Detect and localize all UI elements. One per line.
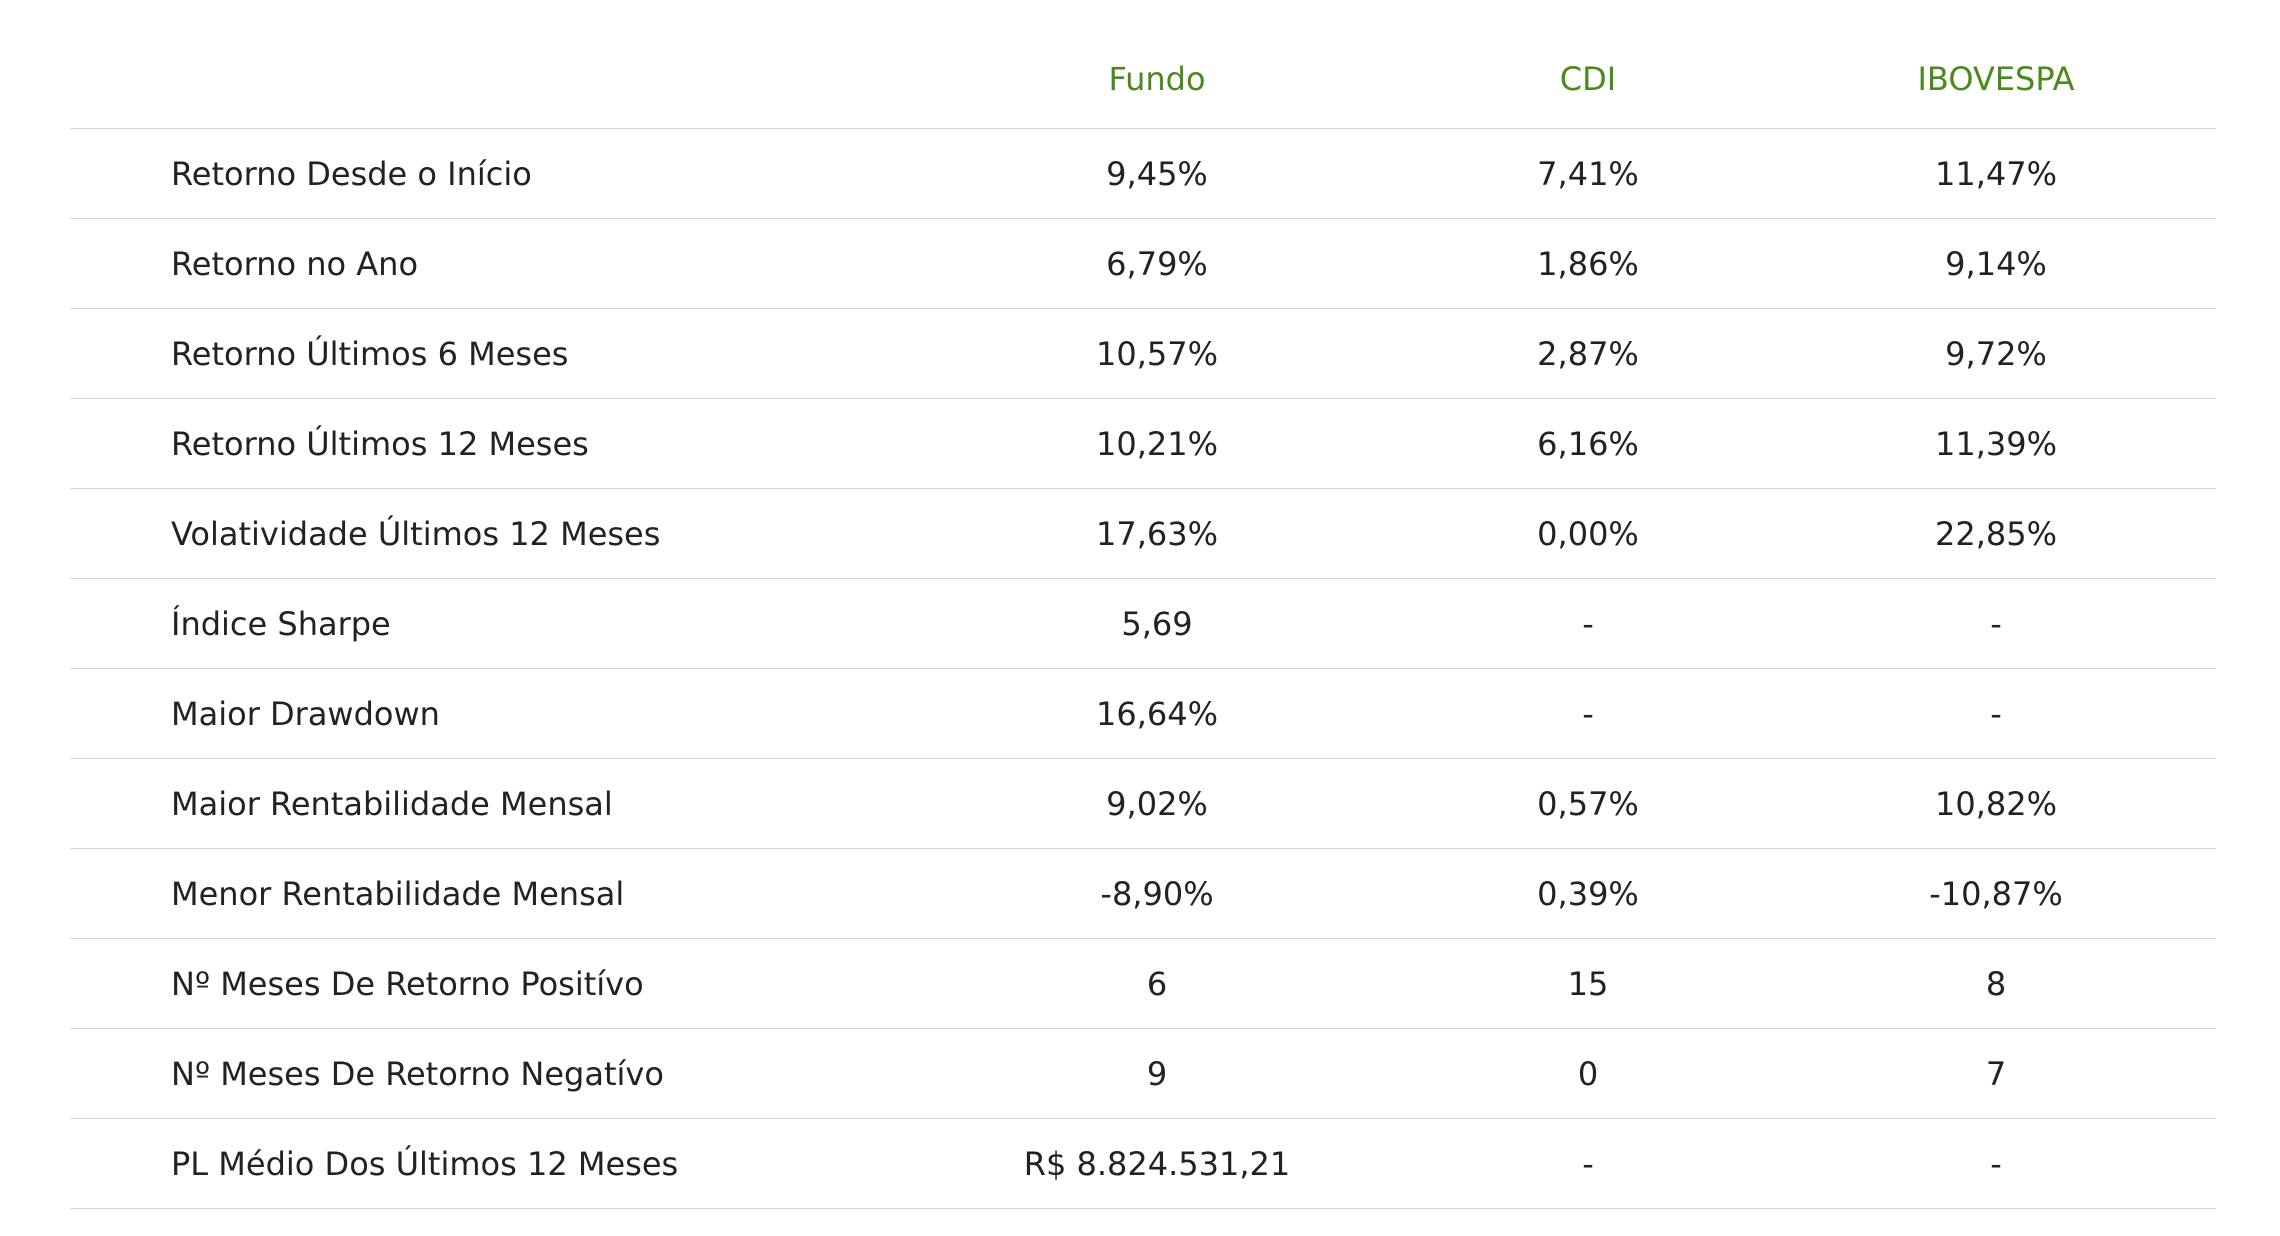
- cell-cdi: 2,87%: [1400, 308, 1776, 399]
- header-cdi: CDI: [1400, 30, 1776, 129]
- cell-cdi: -: [1400, 578, 1776, 669]
- row-label: Maior Drawdown: [70, 668, 914, 759]
- cell-cdi: 7,41%: [1400, 128, 1776, 219]
- table-row: Nº Meses De Retorno Negatívo 9 0 7: [70, 1028, 2216, 1119]
- table-row: PL Médio Dos Últimos 12 Meses R$ 8.824.5…: [70, 1118, 2216, 1209]
- cell-fundo: 9: [914, 1028, 1400, 1119]
- cell-fundo: 10,21%: [914, 398, 1400, 489]
- header-ibovespa: IBOVESPA: [1776, 30, 2216, 129]
- table-row: Retorno no Ano 6,79% 1,86% 9,14%: [70, 218, 2216, 309]
- cell-fundo: 9,02%: [914, 758, 1400, 849]
- cell-ibovespa: 11,39%: [1776, 398, 2216, 489]
- row-label: Nº Meses De Retorno Positívo: [70, 938, 914, 1029]
- cell-cdi: 0: [1400, 1028, 1776, 1119]
- cell-ibovespa: 11,47%: [1776, 128, 2216, 219]
- table-row: Nº Meses De Retorno Positívo 6 15 8: [70, 938, 2216, 1029]
- row-label: PL Médio Dos Últimos 12 Meses: [70, 1118, 914, 1209]
- cell-cdi: 0,00%: [1400, 488, 1776, 579]
- table-row: Menor Rentabilidade Mensal -8,90% 0,39% …: [70, 848, 2216, 939]
- cell-fundo: 16,64%: [914, 668, 1400, 759]
- cell-ibovespa: -10,87%: [1776, 848, 2216, 939]
- cell-ibovespa: 10,82%: [1776, 758, 2216, 849]
- cell-ibovespa: -: [1776, 1118, 2216, 1209]
- cell-cdi: -: [1400, 1118, 1776, 1209]
- row-label: Retorno Últimos 12 Meses: [70, 398, 914, 489]
- cell-fundo: -8,90%: [914, 848, 1400, 939]
- row-label: Volatividade Últimos 12 Meses: [70, 488, 914, 579]
- row-label: Retorno no Ano: [70, 218, 914, 309]
- row-label: Retorno Últimos 6 Meses: [70, 308, 914, 399]
- table-row: Volatividade Últimos 12 Meses 17,63% 0,0…: [70, 488, 2216, 579]
- cell-fundo: R$ 8.824.531,21: [914, 1118, 1400, 1209]
- cell-fundo: 9,45%: [914, 128, 1400, 219]
- cell-ibovespa: 9,14%: [1776, 218, 2216, 309]
- row-label: Nº Meses De Retorno Negatívo: [70, 1028, 914, 1119]
- cell-cdi: 15: [1400, 938, 1776, 1029]
- cell-fundo: 6: [914, 938, 1400, 1029]
- table-row: Maior Rentabilidade Mensal 9,02% 0,57% 1…: [70, 758, 2216, 849]
- cell-fundo: 6,79%: [914, 218, 1400, 309]
- header-fundo: Fundo: [914, 30, 1400, 129]
- cell-ibovespa: 9,72%: [1776, 308, 2216, 399]
- cell-fundo: 17,63%: [914, 488, 1400, 579]
- cell-ibovespa: 22,85%: [1776, 488, 2216, 579]
- cell-fundo: 5,69: [914, 578, 1400, 669]
- cell-cdi: 1,86%: [1400, 218, 1776, 309]
- table-row: Maior Drawdown 16,64% - -: [70, 668, 2216, 759]
- table-row: Retorno Últimos 12 Meses 10,21% 6,16% 11…: [70, 398, 2216, 489]
- cell-ibovespa: 8: [1776, 938, 2216, 1029]
- table-header-row: Fundo CDI IBOVESPA: [70, 30, 2216, 129]
- cell-ibovespa: -: [1776, 668, 2216, 759]
- table-row: Retorno Desde o Início 9,45% 7,41% 11,47…: [70, 128, 2216, 219]
- cell-ibovespa: 7: [1776, 1028, 2216, 1119]
- row-label: Retorno Desde o Início: [70, 128, 914, 219]
- row-label: Menor Rentabilidade Mensal: [70, 848, 914, 939]
- performance-table: Fundo CDI IBOVESPA Retorno Desde o Iníci…: [70, 30, 2216, 1209]
- performance-table-container: Fundo CDI IBOVESPA Retorno Desde o Iníci…: [70, 30, 2216, 1209]
- cell-cdi: 0,39%: [1400, 848, 1776, 939]
- table-row: Índice Sharpe 5,69 - -: [70, 578, 2216, 669]
- table-row: Retorno Últimos 6 Meses 10,57% 2,87% 9,7…: [70, 308, 2216, 399]
- cell-cdi: 0,57%: [1400, 758, 1776, 849]
- row-label: Maior Rentabilidade Mensal: [70, 758, 914, 849]
- cell-cdi: -: [1400, 668, 1776, 759]
- header-metric: [70, 30, 914, 129]
- cell-fundo: 10,57%: [914, 308, 1400, 399]
- cell-ibovespa: -: [1776, 578, 2216, 669]
- cell-cdi: 6,16%: [1400, 398, 1776, 489]
- row-label: Índice Sharpe: [70, 578, 914, 669]
